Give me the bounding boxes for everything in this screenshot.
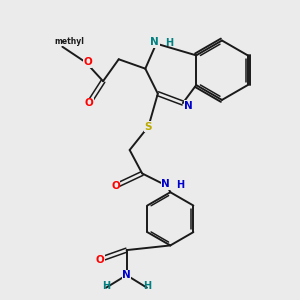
Text: O: O [96,254,104,265]
Text: N: N [122,270,131,280]
Text: N: N [150,37,159,47]
Text: H: H [143,281,151,291]
Text: N: N [161,179,170,189]
Text: S: S [145,122,152,131]
Text: N: N [184,100,193,111]
Text: O: O [83,57,92,68]
Text: O: O [85,98,93,108]
Text: H: H [102,281,110,291]
Text: methyl: methyl [55,37,85,46]
Text: H: H [176,181,184,190]
Text: O: O [111,181,120,191]
Text: H: H [165,38,173,48]
